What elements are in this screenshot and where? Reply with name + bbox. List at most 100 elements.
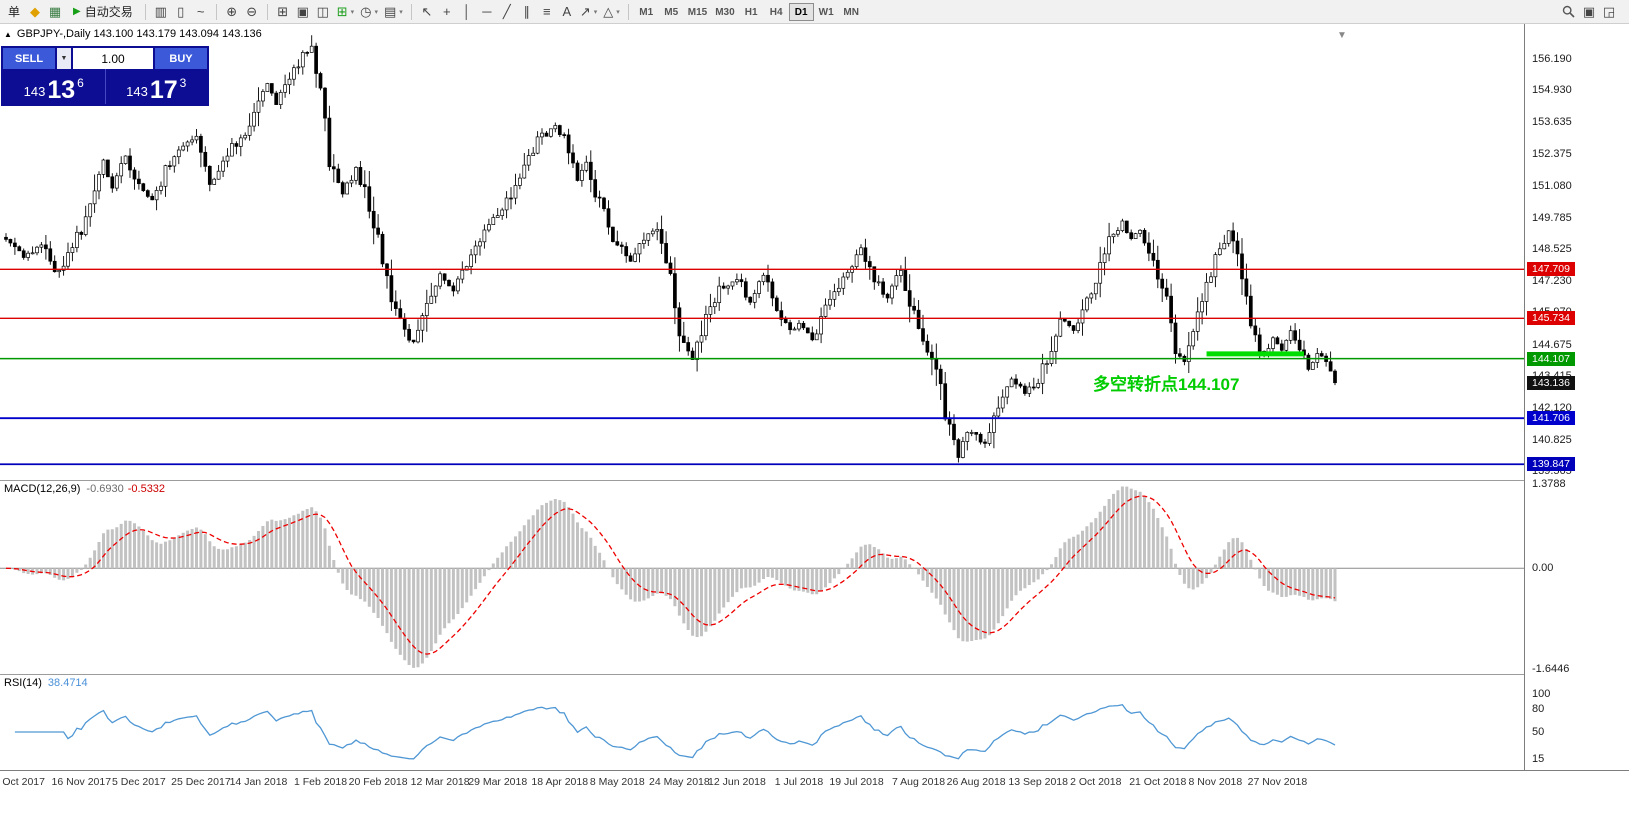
price-tick: 140.825 <box>1532 434 1572 447</box>
macd-tick: -1.6446 <box>1532 663 1570 676</box>
chart-window: ▼ ▲ GBPJPY-,Daily 143.100 143.179 143.094… <box>0 24 1629 824</box>
toolbar-separator <box>215 3 217 20</box>
timeframe-d1[interactable]: D1 <box>788 3 814 22</box>
window-layout-a-icon[interactable]: ▣ <box>1579 2 1599 22</box>
arrows-icon[interactable]: ↗ ▾ <box>577 2 600 22</box>
date-label: 1 Jul 2018 <box>774 776 824 788</box>
timeframe-m5[interactable]: M5 <box>659 3 684 21</box>
candlestick-chart-icon[interactable]: ▯ <box>171 2 191 22</box>
cursor-icon[interactable]: ↖ <box>417 2 437 22</box>
macd-value-1: -0.6930 <box>86 483 124 495</box>
chart-tools-group: ⊞ ▾ ◷ ▾ ▤ ▾ <box>334 2 406 22</box>
channel-icon[interactable]: ∥ <box>517 2 537 22</box>
buy-price-big: 17 <box>149 75 178 104</box>
pane-separator[interactable] <box>0 674 1629 675</box>
ohlc-info-text: GBPJPY-,Daily 143.100 143.179 143.094 14… <box>16 28 262 40</box>
macd-tick: 1.3788 <box>1532 477 1566 490</box>
market-watch-icon[interactable]: ▦ <box>45 2 65 22</box>
date-label: 8 Nov 2018 <box>1188 776 1243 788</box>
date-label: 5 Dec 2017 <box>112 776 166 788</box>
window-layout-b-icon[interactable]: ◲ <box>1599 2 1619 22</box>
text-label-icon[interactable]: A <box>557 2 577 22</box>
price-tick: 152.375 <box>1532 147 1572 160</box>
rsi-chart[interactable] <box>0 675 1524 770</box>
draw-tools-group: ↖ + │ ─ ╱ ∥ ≡ A ↗ ▾ △ ▾ <box>417 2 623 22</box>
window-group: ⊞ ▣ ◫ <box>273 2 333 22</box>
shapes-icon[interactable]: △ ▾ <box>600 2 623 22</box>
date-label: 19 Jul 2018 <box>829 776 884 788</box>
date-label: 26 Aug 2018 <box>946 776 1006 788</box>
annotation-text[interactable]: 多空转折点144.107 <box>1093 375 1240 394</box>
date-label: 20 Feb 2018 <box>348 776 408 788</box>
price-level-badge: 147.709 <box>1527 262 1575 277</box>
rsi-tick: 100 <box>1532 688 1551 700</box>
timeframe-h1[interactable]: H1 <box>739 3 764 21</box>
zoom-in-icon[interactable]: ⊕ <box>222 2 242 22</box>
date-label: 18 Apr 2018 <box>531 776 589 788</box>
macd-chart[interactable] <box>0 481 1524 674</box>
price-chart[interactable]: ▼ <box>0 24 1524 480</box>
timeframe-mn[interactable]: MN <box>839 3 864 21</box>
timeframe-toolbar: M1 M5 M15 M30 H1 H4 D1 W1 MN <box>634 2 864 22</box>
sell-price-sup: 6 <box>77 76 84 90</box>
autotrading-button[interactable]: ▶ 自动交易 <box>66 2 140 22</box>
mql-community-icon[interactable]: ◆ <box>25 2 45 22</box>
rsi-tick: 80 <box>1532 703 1545 716</box>
price-level-badge: 144.107 <box>1527 351 1575 366</box>
price-tick: 156.190 <box>1532 52 1572 65</box>
date-label: 2 Oct 2018 <box>1070 776 1122 788</box>
zoom-out-icon[interactable]: ⊖ <box>242 2 262 22</box>
timeframe-w1[interactable]: W1 <box>814 3 839 21</box>
buy-price-display[interactable]: 143 17 3 <box>104 69 208 104</box>
rsi-tick: 15 <box>1532 752 1545 765</box>
toolbar-separator <box>410 3 412 20</box>
vertical-line-icon[interactable]: │ <box>457 2 477 22</box>
macd-pane: MACD(12,26,9) -0.6930 -0.5332 <box>0 481 1524 674</box>
timeframe-m30[interactable]: M30 <box>711 3 738 21</box>
macd-label: MACD(12,26,9) -0.6930 -0.5332 <box>4 483 165 495</box>
date-label: 7 Aug 2018 <box>892 776 946 788</box>
navigator-icon[interactable]: ◫ <box>313 2 333 22</box>
price-tick: 147.230 <box>1532 275 1572 288</box>
bar-chart-icon[interactable]: ▥ <box>151 2 171 22</box>
date-label: 24 May 2018 <box>649 776 710 788</box>
price-pane: ▼ ▲ GBPJPY-,Daily 143.100 143.179 143.094… <box>0 24 1524 480</box>
price-tick: 148.525 <box>1532 243 1572 256</box>
timeframe-m15[interactable]: M15 <box>684 3 711 21</box>
trendline-icon[interactable]: ╱ <box>497 2 517 22</box>
sell-button[interactable]: SELL <box>3 48 55 69</box>
indicators-list-icon[interactable]: ▣ <box>293 2 313 22</box>
line-chart-icon[interactable]: ~ <box>191 2 211 22</box>
date-label: 16 Nov 2017 <box>51 776 112 788</box>
tile-windows-icon[interactable]: ⊞ <box>273 2 293 22</box>
new-chart-icon[interactable]: ⊞ ▾ <box>334 2 357 22</box>
macd-value-2: -0.5332 <box>127 483 166 495</box>
price-tick: 144.675 <box>1532 338 1572 351</box>
pane-separator[interactable] <box>0 480 1629 481</box>
sell-price-display[interactable]: 143 13 6 <box>3 69 105 104</box>
volume-dropdown-icon[interactable]: ▼ <box>57 48 71 69</box>
date-label: 29 Mar 2018 <box>468 776 528 788</box>
toolbar-separator <box>144 3 146 20</box>
toolbar-separator <box>627 3 629 20</box>
fibonacci-icon[interactable]: ≡ <box>537 2 557 22</box>
volume-input[interactable] <box>73 48 153 69</box>
buy-button[interactable]: BUY <box>155 48 207 69</box>
one-click-trading-panel: SELL ▼ BUY 143 13 6 143 17 3 <box>1 46 209 106</box>
horizontal-line-icon[interactable]: ─ <box>477 2 497 22</box>
periods-icon[interactable]: ◷ ▾ <box>357 2 381 22</box>
date-label: 1 Feb 2018 <box>293 776 348 788</box>
timeframe-h4[interactable]: H4 <box>764 3 789 21</box>
timeframe-m1[interactable]: M1 <box>634 3 659 21</box>
collapse-panel-icon[interactable]: ▲ <box>4 30 12 39</box>
autotrading-label: 自动交易 <box>84 5 133 19</box>
price-level-badge: 143.136 <box>1527 375 1575 390</box>
search-icon[interactable] <box>1558 2 1578 22</box>
crosshair-icon[interactable]: + <box>437 2 457 22</box>
macd-tick: 0.00 <box>1532 562 1554 575</box>
template-icon[interactable]: ▤ ▾ <box>381 2 406 22</box>
new-order-button[interactable]: 单 <box>4 2 24 22</box>
price-axis[interactable]: 156.190 154.930 153.635 152.375 151.080 149.7… <box>1524 24 1629 770</box>
main-toolbar: 单 ◆ ▦ ▶ 自动交易 ▥ ▯ ~ ⊕ ⊖ ⊞ ▣ ◫ ⊞ ▾ ◷ ▾ ▤ ▾ ↖ + │ ─ ╱ ∥ ≡ A ↗ ▾… <box>0 0 1629 24</box>
